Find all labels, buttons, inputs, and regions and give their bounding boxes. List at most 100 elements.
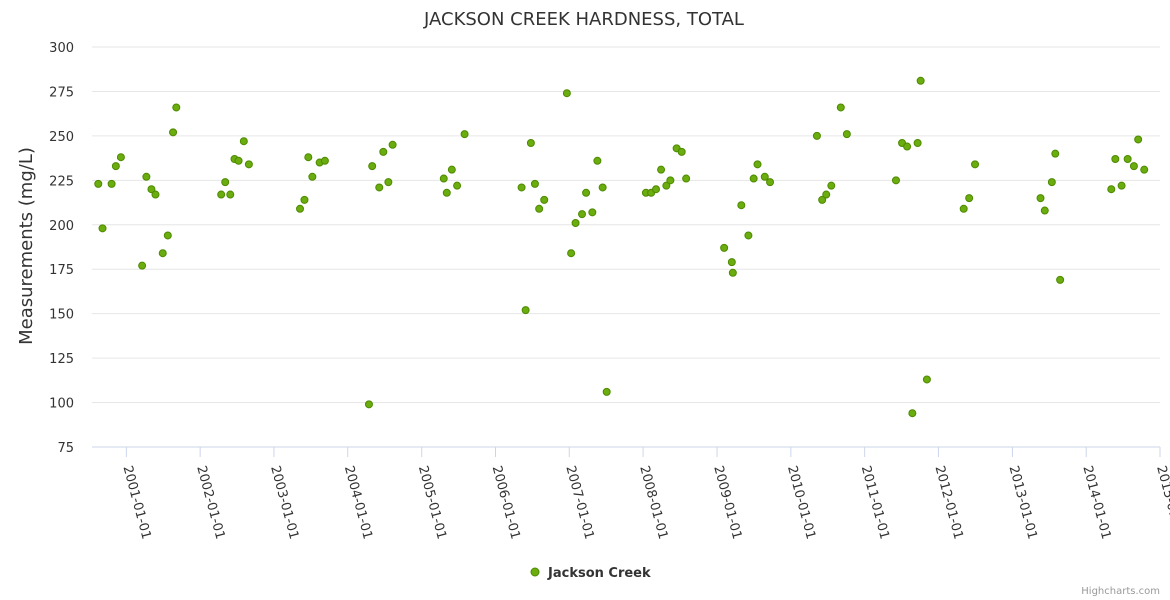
data-point[interactable]	[836, 103, 845, 112]
data-point[interactable]	[300, 195, 309, 204]
data-point[interactable]	[965, 194, 974, 203]
data-point[interactable]	[971, 160, 980, 169]
x-tick-label: 2007-01-01	[562, 464, 596, 541]
legend[interactable]: Jackson Creek	[530, 566, 651, 581]
data-point[interactable]	[521, 306, 530, 315]
data-point[interactable]	[460, 130, 469, 139]
data-point[interactable]	[107, 179, 116, 188]
data-point[interactable]	[384, 178, 393, 187]
data-point[interactable]	[1051, 149, 1060, 158]
data-point[interactable]	[364, 400, 373, 409]
data-point[interactable]	[147, 185, 156, 194]
data-point[interactable]	[959, 204, 968, 213]
data-point[interactable]	[111, 162, 120, 171]
data-point[interactable]	[163, 231, 172, 240]
data-point[interactable]	[530, 179, 539, 188]
x-tick-label: 2013-01-01	[1006, 464, 1040, 541]
data-point[interactable]	[1117, 181, 1126, 190]
data-point[interactable]	[760, 172, 769, 181]
data-point[interactable]	[682, 174, 691, 183]
x-tick-label: 2002-01-01	[193, 464, 227, 541]
data-point[interactable]	[744, 231, 753, 240]
data-point[interactable]	[375, 183, 384, 192]
data-point[interactable]	[526, 139, 535, 147]
data-point[interactable]	[447, 165, 456, 174]
data-point[interactable]	[1129, 162, 1138, 171]
data-point[interactable]	[582, 188, 591, 197]
data-point[interactable]	[567, 249, 576, 258]
data-point[interactable]	[439, 174, 448, 183]
data-point[interactable]	[244, 160, 253, 169]
data-point[interactable]	[308, 172, 317, 181]
data-point[interactable]	[677, 147, 686, 156]
data-point[interactable]	[517, 183, 526, 192]
data-point[interactable]	[720, 243, 729, 252]
data-point[interactable]	[158, 249, 167, 258]
data-point[interactable]	[666, 176, 675, 185]
data-point[interactable]	[562, 89, 571, 98]
data-point[interactable]	[593, 156, 602, 165]
data-point[interactable]	[822, 190, 831, 199]
data-point[interactable]	[1140, 165, 1149, 174]
data-point[interactable]	[388, 140, 397, 149]
data-point[interactable]	[766, 178, 775, 187]
legend-label[interactable]: Jackson Creek	[547, 566, 651, 581]
data-point[interactable]	[578, 210, 587, 219]
data-point[interactable]	[728, 268, 737, 277]
credits-link[interactable]: Highcharts.com	[1081, 586, 1160, 597]
data-point[interactable]	[1107, 185, 1116, 194]
data-point[interactable]	[239, 137, 248, 146]
y-tick-label: 175	[49, 263, 74, 278]
data-point[interactable]	[1111, 155, 1120, 163]
data-point[interactable]	[922, 375, 931, 384]
y-tick-label: 250	[49, 130, 74, 145]
data-point[interactable]	[727, 258, 736, 267]
data-point[interactable]	[903, 142, 912, 151]
data-point[interactable]	[320, 156, 329, 165]
data-point[interactable]	[98, 224, 107, 233]
data-point[interactable]	[169, 128, 178, 137]
data-point[interactable]	[818, 195, 827, 204]
data-point[interactable]	[442, 188, 451, 197]
data-point[interactable]	[226, 190, 235, 199]
data-point[interactable]	[588, 208, 597, 217]
data-point[interactable]	[116, 153, 125, 162]
data-point[interactable]	[652, 185, 661, 194]
data-point[interactable]	[891, 176, 900, 185]
data-point[interactable]	[657, 165, 666, 174]
data-point[interactable]	[842, 130, 851, 139]
data-point[interactable]	[217, 190, 226, 199]
data-point[interactable]	[598, 183, 607, 192]
data-point[interactable]	[172, 103, 181, 112]
data-point[interactable]	[753, 160, 762, 169]
data-point[interactable]	[296, 204, 305, 213]
data-point[interactable]	[142, 172, 151, 181]
data-point[interactable]	[453, 181, 462, 190]
data-point[interactable]	[749, 174, 758, 183]
data-point[interactable]	[368, 162, 377, 171]
data-point[interactable]	[571, 219, 580, 227]
data-point[interactable]	[379, 147, 388, 156]
data-point[interactable]	[535, 204, 544, 213]
data-point[interactable]	[913, 139, 922, 147]
data-point[interactable]	[662, 181, 671, 190]
data-point[interactable]	[151, 190, 160, 199]
data-point[interactable]	[1036, 194, 1045, 203]
data-point[interactable]	[908, 409, 917, 418]
data-point[interactable]	[1040, 206, 1049, 215]
data-point[interactable]	[138, 261, 147, 270]
data-point[interactable]	[737, 201, 746, 210]
data-point[interactable]	[827, 181, 836, 190]
data-point[interactable]	[1056, 275, 1065, 284]
data-point[interactable]	[221, 178, 230, 187]
data-point[interactable]	[1134, 135, 1143, 144]
data-point[interactable]	[234, 156, 243, 165]
data-point[interactable]	[304, 153, 313, 162]
data-point[interactable]	[602, 387, 611, 396]
data-point[interactable]	[812, 131, 821, 140]
data-point[interactable]	[540, 195, 549, 204]
data-point[interactable]	[1123, 155, 1132, 163]
data-point[interactable]	[1047, 178, 1056, 187]
data-point[interactable]	[94, 179, 103, 188]
data-point[interactable]	[916, 76, 925, 85]
